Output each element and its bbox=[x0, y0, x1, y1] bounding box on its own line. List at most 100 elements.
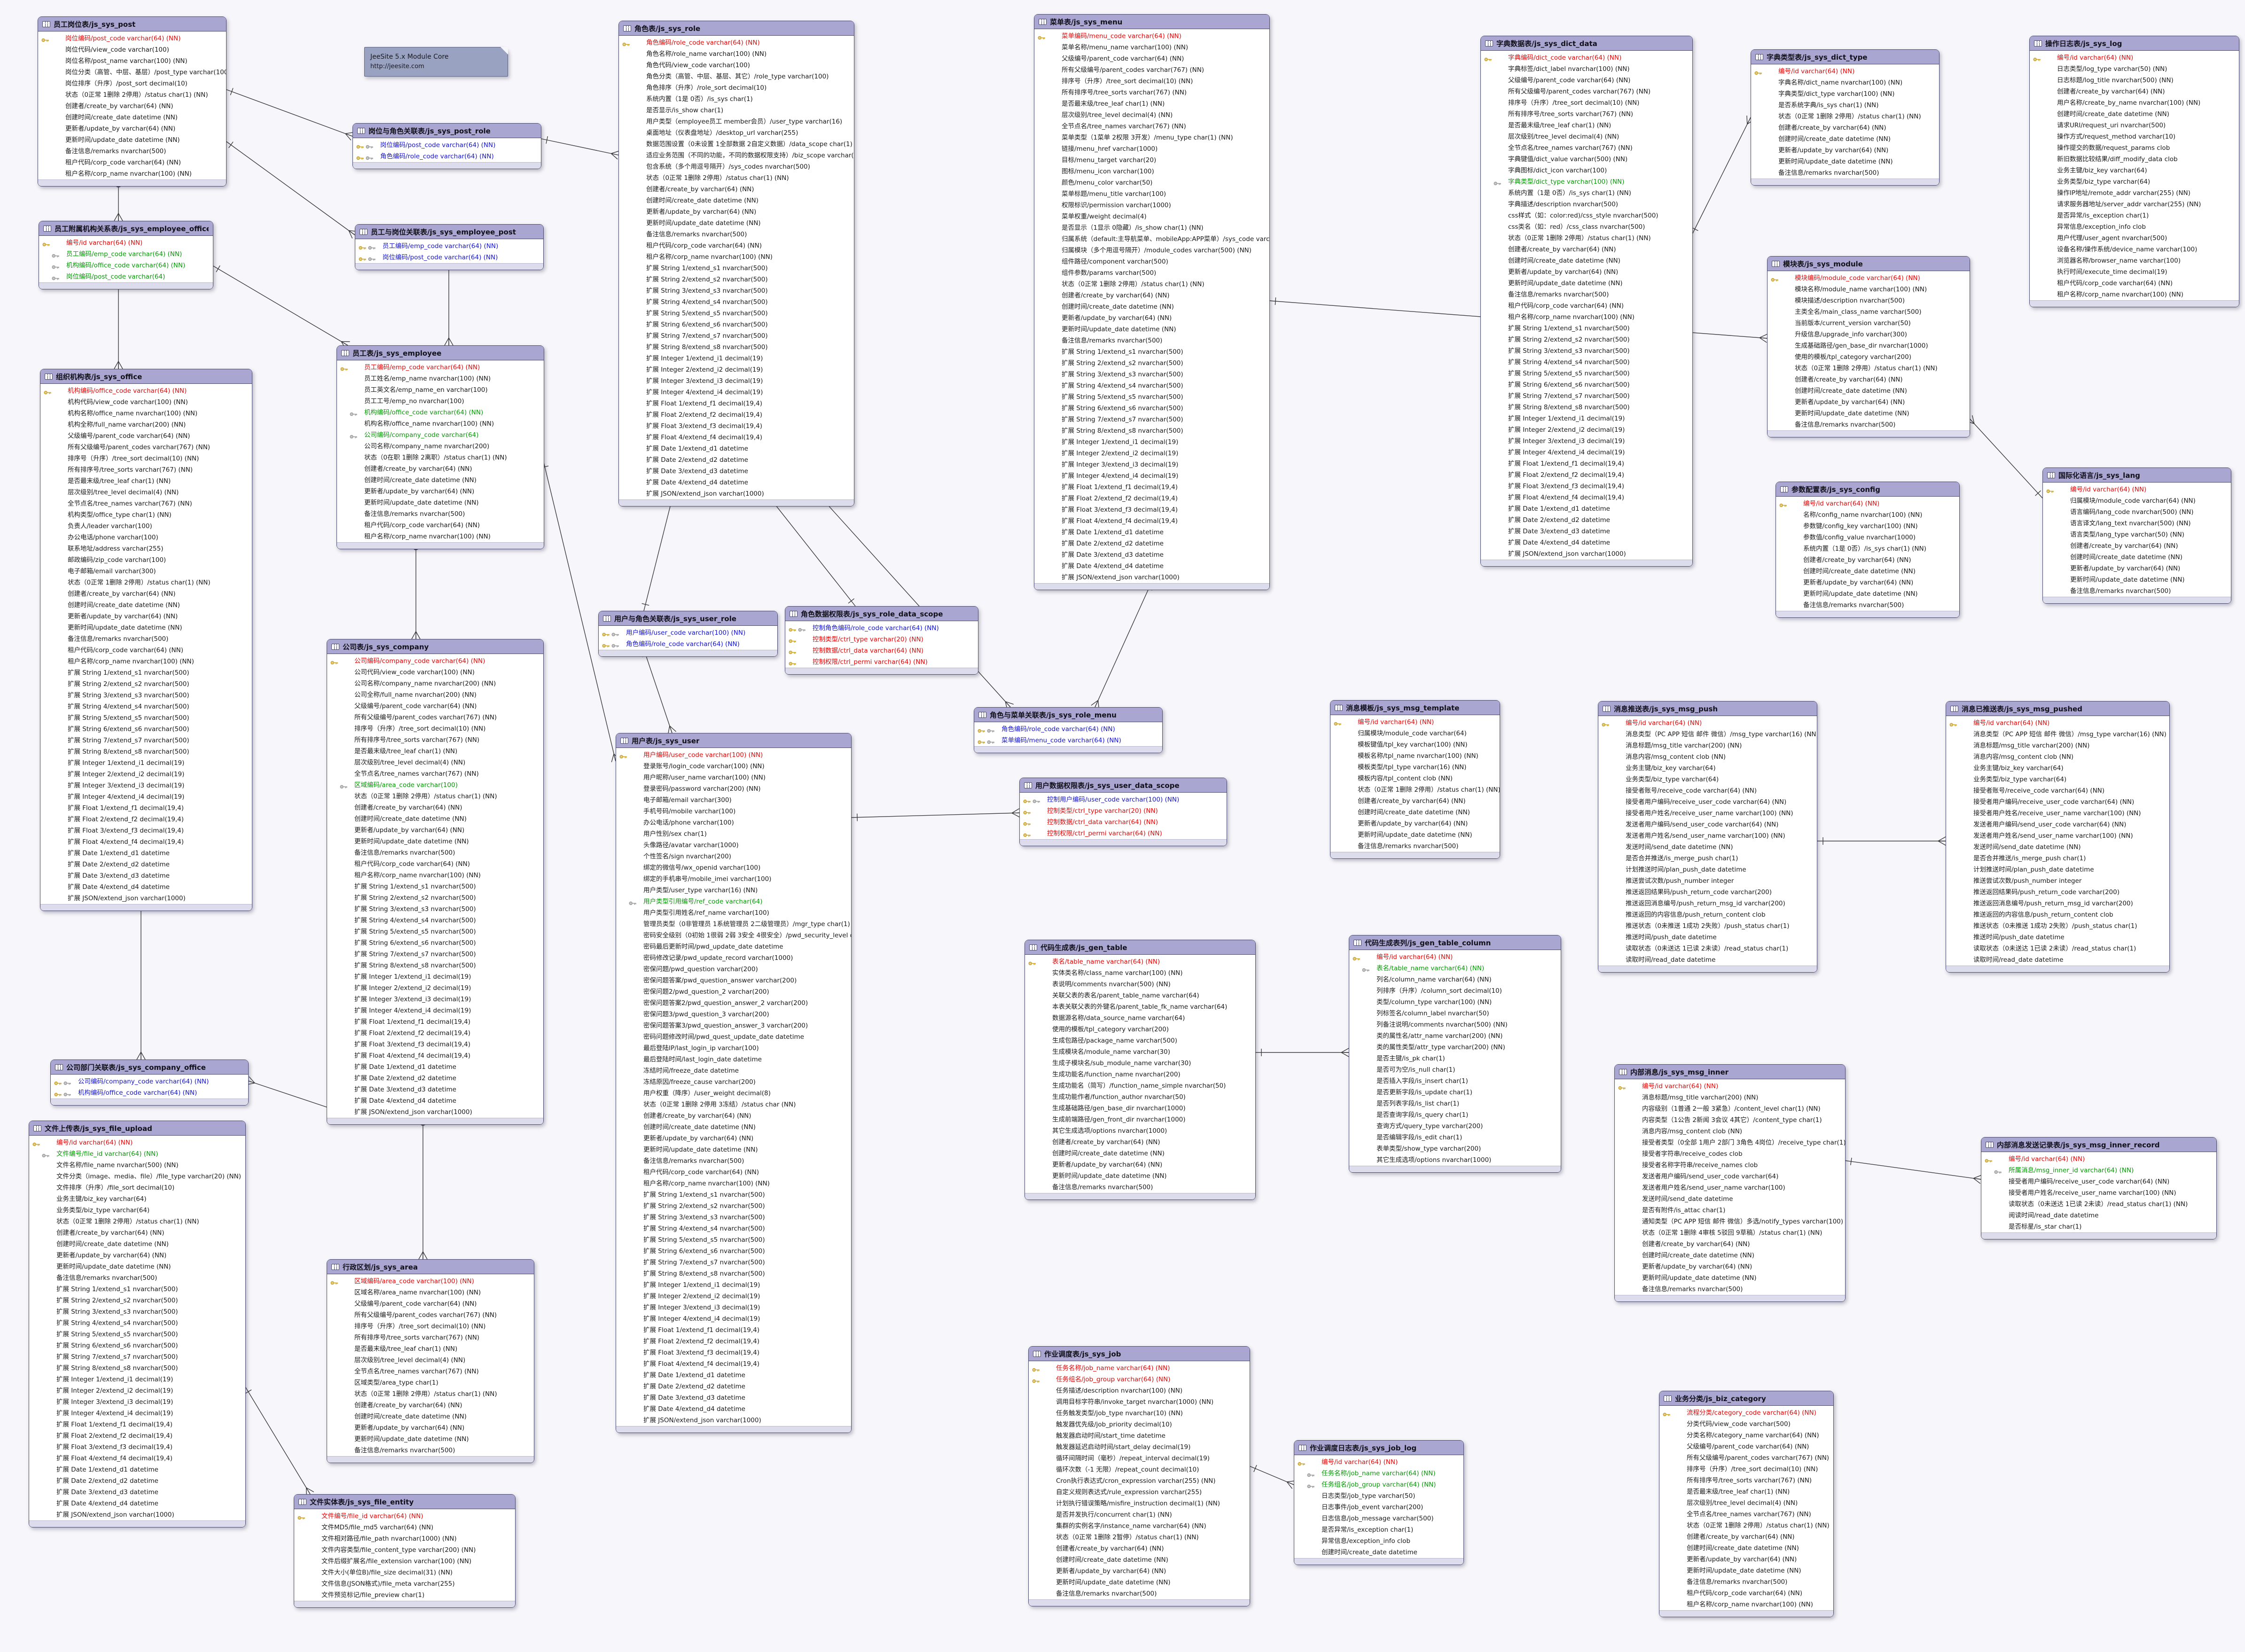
field-row-js_sys_user[interactable]: 扩展 Integer 4/extend_i4 decimal(19) bbox=[616, 1313, 851, 1325]
field-row-js_sys_file_upload[interactable]: 扩展 Date 4/extend_d4 datetime bbox=[29, 1498, 245, 1509]
field-row-js_sys_role_menu[interactable]: 角色编码/role_code varchar(64) (NN) bbox=[974, 724, 1162, 735]
field-row-js_sys_company[interactable]: 所有排序号/tree_sorts varchar(767) (NN) bbox=[327, 734, 543, 746]
relationship-connector[interactable] bbox=[225, 140, 358, 239]
field-row-js_sys_file_entity[interactable]: 文件相对路径/file_path nvarchar(1000) (NN) bbox=[294, 1533, 515, 1544]
field-row-js_sys_dict_data[interactable]: 更新时间/update_date datetime (NN) bbox=[1481, 278, 1692, 289]
field-row-js_sys_job_log[interactable]: 任务组名/job_group varchar(64) (NN) bbox=[1294, 1479, 1463, 1490]
field-row-js_sys_company[interactable]: 扩展 Integer 2/extend_i2 decimal(19) bbox=[327, 982, 543, 994]
relationship-connector[interactable] bbox=[1249, 1465, 1296, 1489]
field-row-js_sys_company[interactable]: 扩展 String 2/extend_s2 nvarchar(500) bbox=[327, 892, 543, 904]
field-row-js_sys_office[interactable]: 负责人/leader varchar(100) bbox=[40, 521, 252, 532]
field-row-js_sys_role[interactable]: 数据范围设置（0未设置 1全部数据 2自定义数据）/data_scope cha… bbox=[619, 139, 854, 150]
field-row-js_sys_user[interactable]: 头像路径/avatar varchar(1000) bbox=[616, 840, 851, 851]
relationship-connector[interactable] bbox=[444, 263, 454, 346]
field-row-js_sys_dict_data[interactable]: 字典图标/dict_icon varchar(100) bbox=[1481, 165, 1692, 176]
field-row-js_sys_msg_pushed[interactable]: 发送者用户编码/send_user_code varchar(64) (NN) bbox=[1946, 819, 2169, 830]
relationship-connector[interactable] bbox=[1844, 1157, 1982, 1184]
field-row-js_biz_category[interactable]: 更新者/update_by varchar(64) (NN) bbox=[1659, 1554, 1833, 1565]
field-row-js_sys_module[interactable]: 更新时间/update_date datetime (NN) bbox=[1768, 408, 1970, 419]
field-row-js_sys_role[interactable]: 扩展 String 1/extend_s1 nvarchar(500) bbox=[619, 263, 854, 274]
field-row-js_sys_user[interactable]: 扩展 String 5/extend_s5 nvarchar(500) bbox=[616, 1234, 851, 1246]
field-row-js_sys_employee[interactable]: 租户代码/corp_code varchar(64) (NN) bbox=[337, 520, 544, 531]
field-row-js_sys_msg_template[interactable]: 模板类型/tpl_type varchar(16) (NN) bbox=[1330, 762, 1500, 773]
field-row-js_sys_msg_template[interactable]: 创建时间/create_date datetime (NN) bbox=[1330, 807, 1500, 818]
field-row-js_sys_msg_pushed[interactable]: 消息类型（PC APP 短信 邮件 微信）/msg_type varchar(1… bbox=[1946, 729, 2169, 740]
field-row-js_sys_company[interactable]: 扩展 JSON/extend_json varchar(1000) bbox=[327, 1107, 543, 1118]
field-row-js_biz_category[interactable]: 所有父级编号/parent_codes varchar(767) (NN) bbox=[1659, 1452, 1833, 1464]
field-row-js_sys_job_log[interactable]: 创建时间/create_date datetime bbox=[1294, 1547, 1463, 1558]
field-row-js_sys_employee[interactable]: 创建者/create_by varchar(64) (NN) bbox=[337, 463, 544, 475]
field-row-js_sys_job[interactable]: 触发器优先级/job_priority decimal(10) bbox=[1029, 1419, 1250, 1430]
field-row-js_sys_file_upload[interactable]: 扩展 String 8/extend_s8 nvarchar(500) bbox=[29, 1363, 245, 1374]
field-row-js_gen_table[interactable]: 更新者/update_by varchar(64) (NN) bbox=[1025, 1159, 1255, 1170]
field-row-js_sys_file_upload[interactable]: 扩展 Integer 1/extend_i1 decimal(19) bbox=[29, 1374, 245, 1385]
field-row-js_sys_employee[interactable]: 公司编码/company_code varchar(64) bbox=[337, 429, 544, 441]
field-row-js_sys_msg_inner[interactable]: 编号/id varchar(64) (NN) bbox=[1615, 1081, 1845, 1092]
field-row-js_sys_job[interactable]: 集群的实例名字/instance_name varchar(64) (NN) bbox=[1029, 1520, 1250, 1532]
field-row-js_sys_role[interactable]: 租户名称/corp_name nvarchar(100) (NN) bbox=[619, 251, 854, 263]
field-row-js_sys_company[interactable]: 层次级别/tree_level decimal(4) (NN) bbox=[327, 757, 543, 768]
field-row-js_sys_company[interactable]: 扩展 String 7/extend_s7 nvarchar(500) bbox=[327, 949, 543, 960]
field-row-js_sys_msg_push[interactable]: 推送返回消息编号/push_return_msg_id varchar(200) bbox=[1598, 898, 1817, 909]
field-row-js_sys_company[interactable]: 区域编码/area_code varchar(100) bbox=[327, 779, 543, 791]
field-row-js_sys_log[interactable]: 浏览器名称/browser_name varchar(100) bbox=[2030, 255, 2239, 266]
field-row-js_sys_dict_type[interactable]: 更新者/update_by varchar(64) (NN) bbox=[1751, 145, 1939, 156]
field-row-js_sys_log[interactable]: 租户名称/corp_name nvarchar(100) (NN) bbox=[2030, 289, 2239, 300]
field-row-js_sys_post_role[interactable]: 角色编码/role_code varchar(64) (NN) bbox=[353, 151, 541, 162]
field-row-js_sys_log[interactable]: 日志类型/log_type varchar(50) (NN) bbox=[2030, 63, 2239, 75]
field-row-js_sys_user[interactable]: 密码最后更新时间/pwd_update_date datetime bbox=[616, 941, 851, 952]
field-row-js_sys_user[interactable]: 用户类型引用编号/ref_code varchar(64) bbox=[616, 896, 851, 907]
field-row-js_sys_user[interactable]: 创建者/create_by varchar(64) (NN) bbox=[616, 1110, 851, 1122]
field-row-js_sys_office[interactable]: 扩展 Float 2/extend_f2 decimal(19,4) bbox=[40, 814, 252, 825]
field-row-js_sys_log[interactable]: 操作提交的数据/request_params clob bbox=[2030, 142, 2239, 154]
field-row-js_sys_job[interactable]: 任务触发类型/job_type nvarchar(10) (NN) bbox=[1029, 1408, 1250, 1419]
field-row-js_sys_dict_data[interactable]: 字典标签/dict_label nvarchar(100) (NN) bbox=[1481, 63, 1692, 75]
field-row-js_gen_table_column[interactable]: 其它生成选项/options nvarchar(1000) bbox=[1349, 1154, 1561, 1166]
field-row-js_sys_menu[interactable]: 层次级别/tree_level decimal(4) (NN) bbox=[1034, 109, 1269, 121]
field-row-js_gen_table[interactable]: 其它生成选项/options nvarchar(1000) bbox=[1025, 1125, 1255, 1137]
field-row-js_sys_user[interactable]: 扩展 Integer 1/extend_i1 decimal(19) bbox=[616, 1279, 851, 1291]
field-row-js_sys_role[interactable]: 扩展 String 4/extend_s4 nvarchar(500) bbox=[619, 296, 854, 308]
field-row-js_biz_category[interactable]: 父级编号/parent_code varchar(64) (NN) bbox=[1659, 1441, 1833, 1452]
field-row-js_sys_msg_inner_record[interactable]: 接受者用户编码/receive_user_code varchar(64) (N… bbox=[1981, 1176, 2216, 1187]
field-row-js_sys_company[interactable]: 扩展 String 6/extend_s6 nvarchar(500) bbox=[327, 937, 543, 949]
field-row-js_biz_category[interactable]: 租户名称/corp_name nvarchar(100) (NN) bbox=[1659, 1599, 1833, 1610]
field-row-js_sys_log[interactable]: 请求服务器地址/server_addr varchar(255) (NN) bbox=[2030, 199, 2239, 210]
field-row-js_sys_msg_inner[interactable]: 消息标题/msg_title varchar(200) (NN) bbox=[1615, 1092, 1845, 1103]
field-row-js_sys_menu[interactable]: 扩展 Float 2/extend_f2 decimal(19,4) bbox=[1034, 493, 1269, 504]
field-row-js_sys_user[interactable]: 更新时间/update_date datetime (NN) bbox=[616, 1144, 851, 1155]
table-js_sys_log[interactable]: 操作日志表/js_sys_log 编号/id varchar(64) (NN) 日志… bbox=[2029, 36, 2239, 307]
relationship-connector[interactable] bbox=[1091, 582, 1152, 709]
field-row-js_biz_category[interactable]: 更新时间/update_date datetime (NN) bbox=[1659, 1565, 1833, 1576]
field-row-js_sys_menu[interactable]: 备注信息/remarks nvarchar(500) bbox=[1034, 335, 1269, 346]
field-row-js_sys_file_upload[interactable]: 业务主键/biz_key varchar(64) bbox=[29, 1193, 245, 1205]
relationship-connector[interactable] bbox=[641, 498, 677, 611]
field-row-js_sys_menu[interactable]: 排序号（升序）/tree_sort decimal(10) (NN) bbox=[1034, 76, 1269, 87]
table-js_sys_job[interactable]: 作业调度表/js_sys_job 任务名称/job_name varchar(64… bbox=[1028, 1346, 1250, 1606]
field-row-js_sys_msg_pushed[interactable]: 接受者用户编码/receive_user_code varchar(64) (N… bbox=[1946, 796, 2169, 808]
field-row-js_sys_msg_inner[interactable]: 接受者名称字符串/receive_names clob bbox=[1615, 1160, 1845, 1171]
field-row-js_sys_user[interactable]: 租户代码/corp_code varchar(64) (NN) bbox=[616, 1167, 851, 1178]
field-row-js_sys_role[interactable]: 包含系统（多个用逗号隔开）/sys_codes nvarchar(500) bbox=[619, 161, 854, 172]
field-row-js_sys_area[interactable]: 层次级别/tree_level decimal(4) (NN) bbox=[327, 1355, 534, 1366]
field-row-js_sys_msg_inner[interactable]: 备注信息/remarks nvarchar(500) bbox=[1615, 1284, 1845, 1295]
field-row-js_sys_office[interactable]: 扩展 String 8/extend_s8 nvarchar(500) bbox=[40, 746, 252, 757]
field-row-js_sys_company[interactable]: 更新者/update_by varchar(64) (NN) bbox=[327, 825, 543, 836]
field-row-js_sys_area[interactable]: 父级编号/parent_code varchar(64) (NN) bbox=[327, 1298, 534, 1309]
field-row-js_gen_table[interactable]: 本表关联父表的外键名/parent_table_fk_name varchar(… bbox=[1025, 1001, 1255, 1013]
field-row-js_sys_file_upload[interactable]: 文件编号/file_id varchar(64) (NN) bbox=[29, 1148, 245, 1160]
table-js_sys_user_role[interactable]: 用户与角色关联表/js_sys_user_role 用户编码/user_code … bbox=[598, 611, 778, 657]
field-row-js_sys_msg_push[interactable]: 业务主键/biz_key varchar(64) bbox=[1598, 763, 1817, 774]
field-row-js_sys_office[interactable]: 扩展 Date 4/extend_d4 datetime bbox=[40, 881, 252, 893]
field-row-js_sys_job_log[interactable]: 日志类型/job_type varchar(50) bbox=[1294, 1490, 1463, 1502]
field-row-js_sys_company[interactable]: 扩展 String 3/extend_s3 nvarchar(500) bbox=[327, 904, 543, 915]
field-row-js_sys_menu[interactable]: 颜色/menu_color varchar(50) bbox=[1034, 177, 1269, 188]
field-row-js_sys_lang[interactable]: 更新者/update_by varchar(64) (NN) bbox=[2043, 563, 2231, 574]
field-row-js_sys_menu[interactable]: 扩展 String 8/extend_s8 nvarchar(500) bbox=[1034, 425, 1269, 436]
field-row-js_sys_msg_inner[interactable]: 创建时间/create_date datetime (NN) bbox=[1615, 1250, 1845, 1261]
field-row-js_sys_company[interactable]: 父级编号/parent_code varchar(64) (NN) bbox=[327, 701, 543, 712]
field-row-js_sys_dict_data[interactable]: 字典编码/dict_code varchar(64) (NN) bbox=[1481, 52, 1692, 63]
field-row-js_sys_menu[interactable]: 组件参数/params varchar(500) bbox=[1034, 267, 1269, 279]
field-row-js_sys_user_role[interactable]: 角色编码/role_code varchar(64) (NN) bbox=[599, 639, 777, 650]
table-js_sys_lang[interactable]: 国际化语言/js_sys_lang 编号/id varchar(64) (NN) 归… bbox=[2042, 468, 2231, 604]
